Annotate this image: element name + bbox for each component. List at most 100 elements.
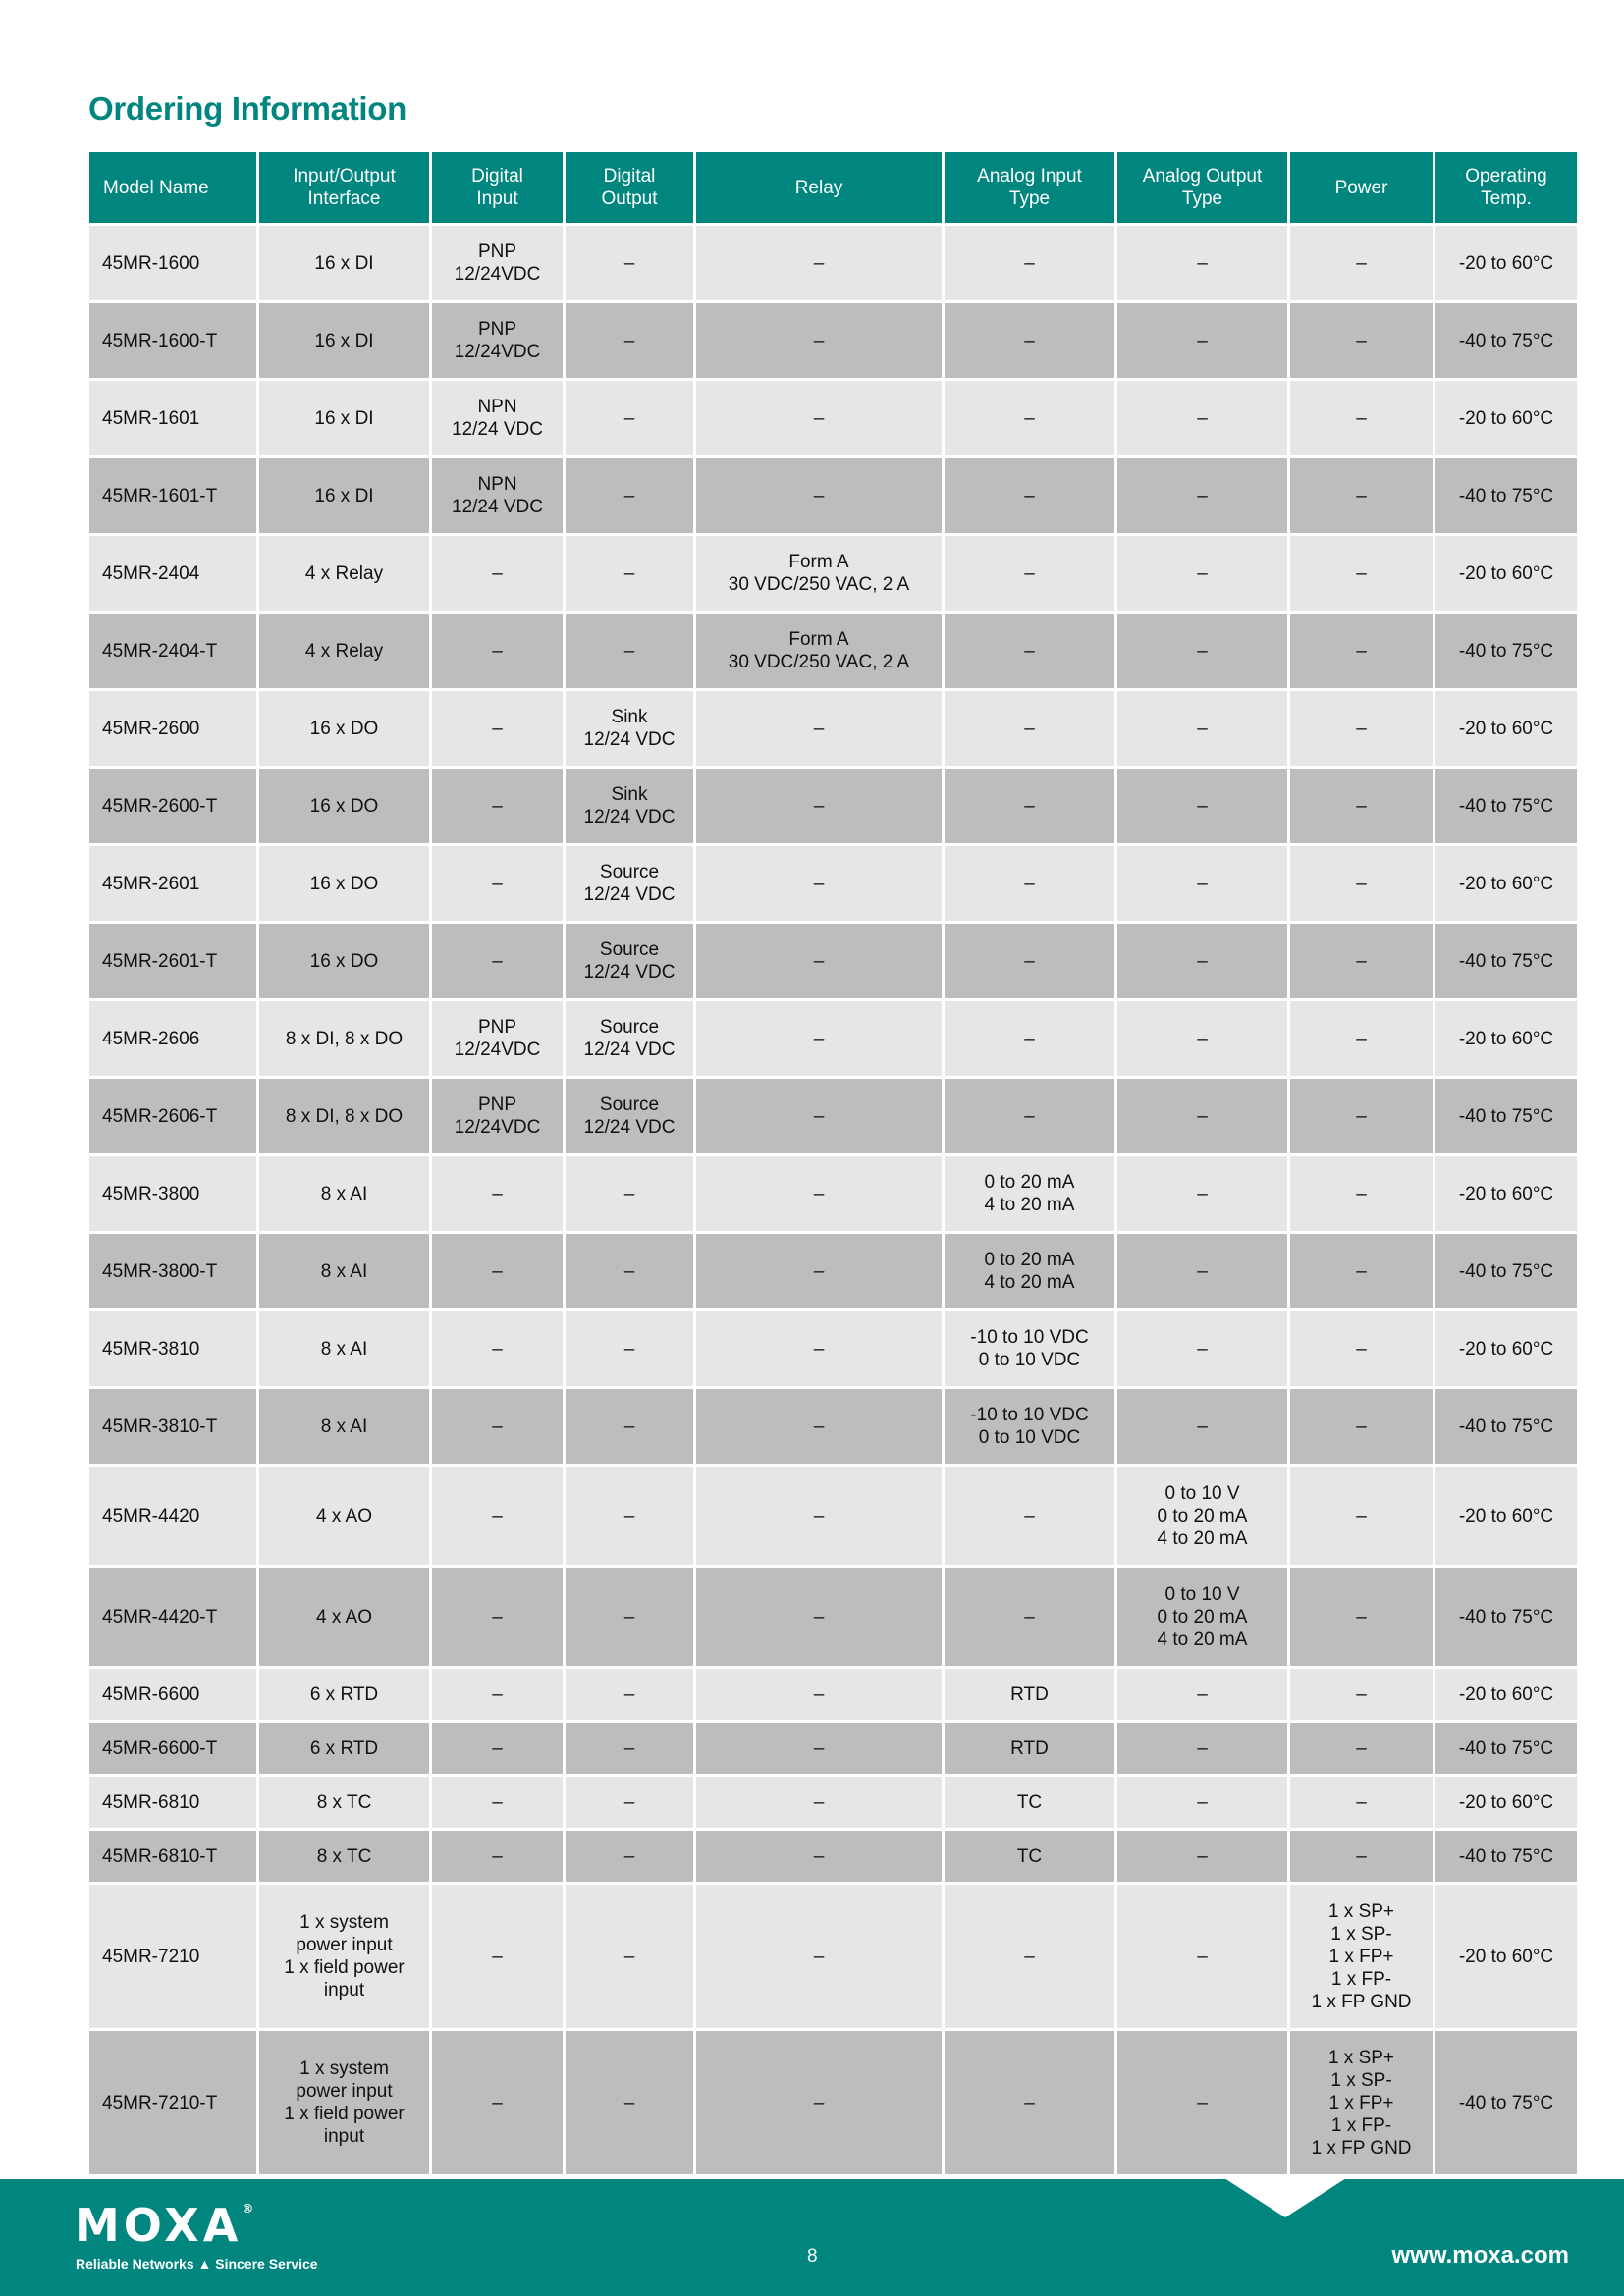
- model-name-cell: 45MR-3810-T: [89, 1389, 256, 1464]
- website-link[interactable]: www.moxa.com: [1391, 2242, 1570, 2269]
- table-cell: –: [1117, 303, 1287, 378]
- table-cell: 1 x SP+ 1 x SP- 1 x FP+ 1 x FP- 1 x FP G…: [1290, 1885, 1433, 2028]
- table-cell: 8 x TC: [259, 1831, 429, 1882]
- table-cell: -20 to 60°C: [1435, 381, 1577, 455]
- table-cell: Form A 30 VDC/250 VAC, 2 A: [696, 536, 942, 611]
- table-cell: –: [566, 1831, 693, 1882]
- model-name-cell: 45MR-3800-T: [89, 1234, 256, 1308]
- table-row: 45MR-6600 6 x RTD – – – RTD – – -20 to 60°C: [89, 1669, 1577, 1720]
- table-cell: Source 12/24 VDC: [566, 846, 693, 921]
- model-name-cell: 45MR-2601: [89, 846, 256, 921]
- table-cell: -20 to 60°C: [1435, 1156, 1577, 1231]
- table-cell: –: [1117, 1001, 1287, 1076]
- table-cell: –: [1117, 1389, 1287, 1464]
- table-cell: –: [1290, 458, 1433, 533]
- table-cell: Source 12/24 VDC: [566, 924, 693, 998]
- table-cell: 4 x AO: [259, 1467, 429, 1565]
- model-name-cell: 45MR-2600: [89, 691, 256, 766]
- table-cell: –: [432, 1669, 563, 1720]
- table-cell: 8 x DI, 8 x DO: [259, 1079, 429, 1153]
- table-cell: –: [696, 1156, 942, 1231]
- table-cell: TC: [945, 1831, 1114, 1882]
- table-cell: –: [945, 691, 1114, 766]
- model-name-cell: 45MR-6600: [89, 1669, 256, 1720]
- model-name-cell: 45MR-6810-T: [89, 1831, 256, 1882]
- table-cell: –: [566, 2031, 693, 2174]
- table-cell: –: [1117, 1723, 1287, 1774]
- table-cell: –: [1290, 303, 1433, 378]
- table-cell: Source 12/24 VDC: [566, 1001, 693, 1076]
- table-cell: –: [566, 381, 693, 455]
- logo-tagline: Reliable Networks ▲ Sincere Service: [76, 2256, 318, 2271]
- model-name-cell: 45MR-7210-T: [89, 2031, 256, 2174]
- table-cell: -40 to 75°C: [1435, 1831, 1577, 1882]
- table-cell: –: [432, 846, 563, 921]
- table-row: 45MR-1601 16 x DI NPN 12/24 VDC – – – – – -20 to…: [89, 381, 1577, 455]
- table-cell: –: [566, 1723, 693, 1774]
- table-cell: –: [696, 458, 942, 533]
- table-cell: –: [696, 1831, 942, 1882]
- table-cell: –: [1117, 1156, 1287, 1231]
- table-cell: –: [1290, 1079, 1433, 1153]
- table-row: 45MR-3810 8 x AI – – – -10 to 10 VDC 0 to 10 …: [89, 1311, 1577, 1386]
- table-cell: –: [432, 536, 563, 611]
- table-cell: -20 to 60°C: [1435, 536, 1577, 611]
- table-row: 45MR-3800-T 8 x AI – – –0 to 20 mA 4 to 20 m…: [89, 1234, 1577, 1308]
- table-cell: -40 to 75°C: [1435, 1079, 1577, 1153]
- table-cell: 16 x DI: [259, 381, 429, 455]
- table-row: 45MR-3800 8 x AI – – –0 to 20 mA 4 to 20 mA –…: [89, 1156, 1577, 1231]
- table-row: 45MR-1600 16 x DI PNP 12/24VDC – – – – – -20 to …: [89, 226, 1577, 300]
- footer-bar: [0, 2179, 1624, 2296]
- table-cell: PNP 12/24VDC: [432, 1079, 563, 1153]
- table-cell: –: [566, 1568, 693, 1666]
- table-cell: –: [696, 226, 942, 300]
- model-name-cell: 45MR-2404-T: [89, 614, 256, 688]
- table-cell: –: [696, 1001, 942, 1076]
- table-cell: –: [1117, 226, 1287, 300]
- table-cell: –: [1290, 1723, 1433, 1774]
- table-cell: -20 to 60°C: [1435, 226, 1577, 300]
- table-cell: –: [945, 1568, 1114, 1666]
- table-cell: -40 to 75°C: [1435, 614, 1577, 688]
- table-cell: NPN 12/24 VDC: [432, 458, 563, 533]
- table-cell: –: [566, 1156, 693, 1231]
- table-cell: -10 to 10 VDC 0 to 10 VDC: [945, 1389, 1114, 1464]
- table-cell: –: [432, 1467, 563, 1565]
- table-cell: –: [1117, 381, 1287, 455]
- table-cell: –: [696, 1467, 942, 1565]
- table-cell: –: [696, 1234, 942, 1308]
- table-cell: –: [1290, 1467, 1433, 1565]
- model-name-cell: 45MR-1600: [89, 226, 256, 300]
- table-cell: -20 to 60°C: [1435, 1467, 1577, 1565]
- table-cell: 8 x AI: [259, 1389, 429, 1464]
- page-title: Ordering Information: [88, 90, 407, 127]
- table-cell: 0 to 20 mA 4 to 20 mA: [945, 1234, 1114, 1308]
- table-cell: PNP 12/24VDC: [432, 303, 563, 378]
- table-cell: –: [432, 1831, 563, 1882]
- table-cell: –: [1290, 1389, 1433, 1464]
- table-cell: RTD: [945, 1723, 1114, 1774]
- table-row: 45MR-2606-T 8 x DI, 8 x DO PNP 12/24VDC Sou…: [89, 1079, 1577, 1153]
- logo-wordmark: MOXA: [75, 2199, 243, 2252]
- table-cell: –: [432, 1234, 563, 1308]
- table-cell: –: [432, 2031, 563, 2174]
- table-cell: 16 x DO: [259, 769, 429, 843]
- table-cell: 4 x Relay: [259, 536, 429, 611]
- table-cell: –: [1290, 769, 1433, 843]
- column-header: Analog Output Type: [1117, 152, 1287, 223]
- table-cell: –: [1117, 1311, 1287, 1386]
- table-cell: –: [432, 1156, 563, 1231]
- model-name-cell: 45MR-2606-T: [89, 1079, 256, 1153]
- table-row: 45MR-1601-T 16 x DI NPN 12/24 VDC – – – – – -40 …: [89, 458, 1577, 533]
- table-cell: 0 to 10 V 0 to 20 mA 4 to 20 mA: [1117, 1467, 1287, 1565]
- table-row: 45MR-2601 16 x DO – Source 12/24 VDC – – – – -20…: [89, 846, 1577, 921]
- model-name-cell: 45MR-1601-T: [89, 458, 256, 533]
- table-cell: –: [696, 381, 942, 455]
- table-cell: –: [432, 1885, 563, 2028]
- model-name-cell: 45MR-3810: [89, 1311, 256, 1386]
- table-cell: –: [945, 381, 1114, 455]
- column-header: Input/Output Interface: [259, 152, 429, 223]
- table-row: 45MR-2600 16 x DO – Sink 12/24 VDC – – – – -20 t…: [89, 691, 1577, 766]
- table-cell: –: [566, 1885, 693, 2028]
- table-cell: 0 to 20 mA 4 to 20 mA: [945, 1156, 1114, 1231]
